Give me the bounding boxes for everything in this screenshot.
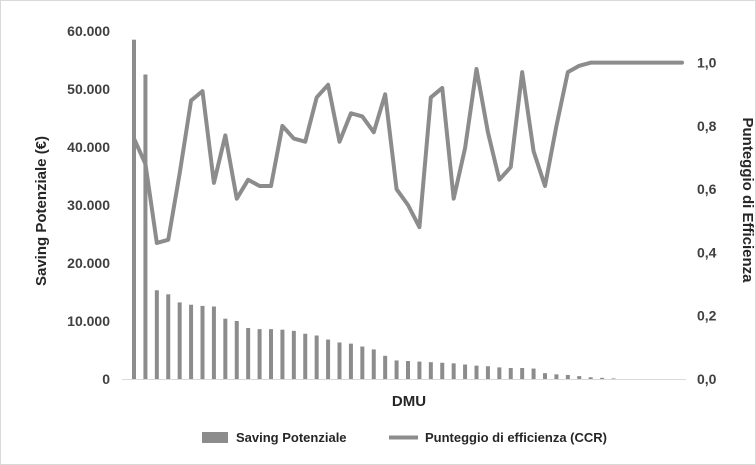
bar-10 (234, 321, 239, 379)
legend-swatch-bar (202, 432, 228, 443)
y-left-tick-label: 10.000 (67, 313, 110, 329)
bar-38 (554, 374, 559, 379)
bar-1 (132, 39, 136, 379)
y-right-tick-label: 0,2 (697, 308, 717, 324)
bar-25 (406, 361, 410, 379)
legend-label-bar: Saving Potenziale (236, 430, 347, 445)
y-right-tick-label: 0,8 (697, 118, 717, 134)
bar-20 (348, 343, 353, 379)
bar-41 (588, 377, 593, 379)
bar-30 (463, 364, 468, 379)
bar-18 (326, 339, 331, 379)
y-right-tick-label: 0,0 (697, 371, 717, 387)
y-right-tick-label: 0,6 (697, 181, 717, 197)
bar-37 (543, 373, 547, 379)
y-left-axis-title: Saving Potenziale (€) (33, 136, 50, 286)
y-right-tick-label: 0,4 (697, 244, 717, 260)
bar-14 (280, 329, 285, 379)
y-right-axis-title: Punteggio di Efficienza (739, 117, 756, 283)
bar-40 (577, 376, 582, 379)
bar-28 (440, 362, 445, 379)
bar-5 (177, 302, 182, 379)
y-left-tick-label: 30.000 (67, 197, 110, 213)
bar-8 (211, 306, 216, 379)
efficiency-line (132, 60, 684, 245)
bar-22 (371, 349, 376, 379)
y-left-tick-label: 50.000 (67, 81, 110, 97)
y-left-tick-label: 60.000 (67, 23, 110, 39)
bar-4 (166, 294, 171, 379)
y-left-tick-label: 0 (102, 371, 110, 387)
bar-series (132, 39, 616, 379)
y-left-tick-label: 40.000 (67, 139, 110, 155)
bar-6 (189, 304, 194, 379)
bar-31 (474, 365, 479, 379)
bar-26 (417, 361, 422, 379)
bar-33 (497, 367, 502, 379)
bar-43 (611, 378, 616, 379)
line-series (132, 60, 684, 245)
bar-9 (223, 318, 228, 379)
right-axis-ticks: 0,0 0,2 0,4 0,6 0,8 1,0 (697, 55, 717, 387)
bar-39 (565, 374, 570, 379)
bar-34 (508, 367, 513, 379)
bar-32 (485, 366, 490, 379)
bar-15 (291, 330, 296, 379)
left-axis-ticks: 0 10.000 20.000 30.000 40.000 50.000 60.000 (67, 23, 110, 387)
bar-13 (269, 329, 273, 379)
y-right-tick-label: 1,0 (697, 55, 717, 71)
bar-35 (520, 367, 525, 379)
bar-16 (303, 333, 308, 379)
legend-label-line: Punteggio di efficienza (CCR) (425, 430, 607, 445)
bar-3 (154, 290, 159, 379)
legend: Saving Potenziale Punteggio di efficienz… (202, 430, 607, 445)
x-axis-title: DMU (392, 393, 426, 410)
bar-12 (257, 329, 262, 379)
bar-11 (246, 327, 251, 379)
bar-17 (314, 335, 319, 379)
y-left-tick-label: 20.000 (67, 255, 110, 271)
bar-7 (200, 305, 205, 379)
bar-42 (600, 377, 605, 379)
bar-36 (531, 368, 536, 379)
bar-29 (451, 363, 456, 379)
bar-24 (394, 360, 399, 379)
bar-2 (143, 74, 148, 379)
bar-19 (337, 342, 342, 379)
bar-23 (383, 355, 388, 379)
bar-27 (428, 362, 433, 379)
bar-21 (360, 346, 365, 379)
